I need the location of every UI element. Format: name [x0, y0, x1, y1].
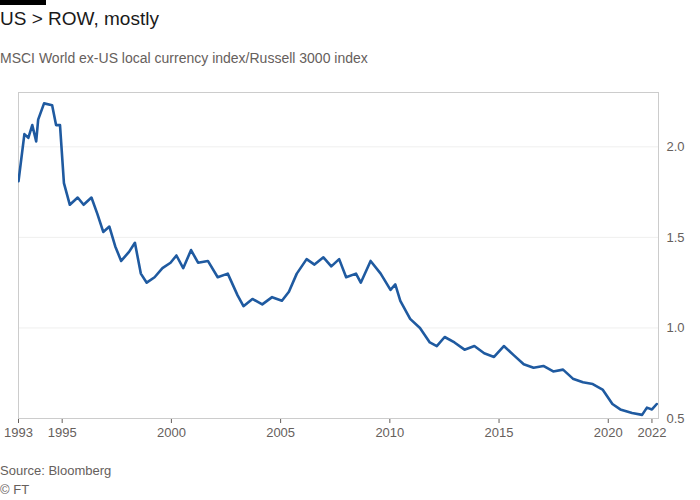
svg-text:2020: 2020 — [594, 425, 623, 440]
svg-text:1.0: 1.0 — [667, 320, 685, 335]
svg-text:1993: 1993 — [4, 425, 33, 440]
svg-text:2022: 2022 — [637, 425, 666, 440]
svg-text:2.0: 2.0 — [667, 139, 685, 154]
svg-text:0.5: 0.5 — [667, 411, 685, 426]
svg-text:2010: 2010 — [375, 425, 404, 440]
svg-text:1995: 1995 — [48, 425, 77, 440]
svg-text:2000: 2000 — [157, 425, 186, 440]
html-text:© FT: © FT — [0, 482, 30, 497]
html-text:US > ROW, mostly: US > ROW, mostly — [0, 8, 159, 29]
svg-text:2015: 2015 — [485, 425, 514, 440]
html-text:Source: Bloomberg: Source: Bloomberg — [0, 463, 112, 478]
svg-text:2005: 2005 — [266, 425, 295, 440]
svg-text:1.5: 1.5 — [667, 230, 685, 245]
html-text:MSCI World ex-US local currenc: MSCI World ex-US local currency index/Ru… — [0, 50, 368, 66]
